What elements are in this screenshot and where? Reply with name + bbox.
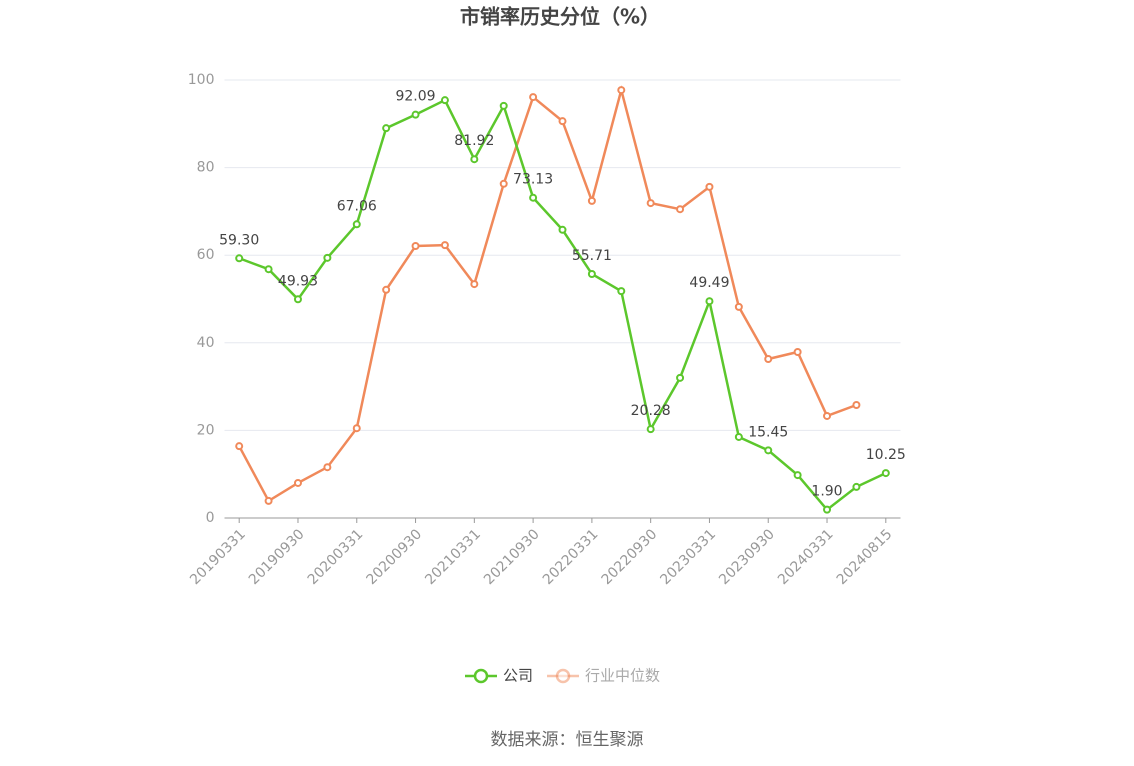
point xyxy=(617,86,626,95)
point xyxy=(705,297,714,306)
point xyxy=(587,196,596,205)
x-tick-label: 20200331 xyxy=(305,526,367,588)
point xyxy=(235,254,244,263)
point xyxy=(676,205,685,214)
x-tick-label: 20230331 xyxy=(657,526,719,588)
data-label: 10.25 xyxy=(866,447,906,463)
legend-label: 行业中位数 xyxy=(585,667,660,685)
data-label: 49.49 xyxy=(689,275,729,291)
point xyxy=(352,424,361,433)
y-tick-label: 80 xyxy=(197,160,215,176)
point xyxy=(646,199,655,208)
x-tick-label: 20200930 xyxy=(363,526,425,588)
point xyxy=(323,253,332,262)
point xyxy=(382,285,391,294)
point xyxy=(793,471,802,480)
x-tick-label: 20210930 xyxy=(481,526,543,588)
point xyxy=(705,182,714,191)
x-tick-label: 20230930 xyxy=(716,526,778,588)
point xyxy=(411,242,420,251)
point xyxy=(293,295,302,304)
data-label: 73.13 xyxy=(513,172,553,188)
legend-marker xyxy=(473,668,489,684)
point xyxy=(881,469,890,478)
point xyxy=(470,280,479,289)
point xyxy=(293,478,302,487)
y-tick-label: 20 xyxy=(197,422,215,438)
data-label: 67.06 xyxy=(337,198,377,214)
point xyxy=(793,347,802,356)
data-label: 15.45 xyxy=(748,424,788,440)
x-tick-label: 20190930 xyxy=(246,526,308,588)
legend-label: 公司 xyxy=(503,667,533,685)
x-tick-label: 20220930 xyxy=(599,526,661,588)
data-label: 92.09 xyxy=(395,89,435,105)
x-tick-label: 20240815 xyxy=(834,526,896,588)
legend-marker xyxy=(555,668,571,684)
x-tick-label: 20210331 xyxy=(422,526,484,588)
point xyxy=(646,425,655,434)
point xyxy=(235,442,244,451)
point xyxy=(676,373,685,382)
point xyxy=(264,496,273,505)
point xyxy=(558,117,567,126)
x-tick-label: 20220331 xyxy=(540,526,602,588)
y-tick-label: 60 xyxy=(197,247,215,263)
point xyxy=(852,400,861,409)
chart-title: 市销率历史分位（%） xyxy=(460,5,660,29)
point xyxy=(764,355,773,364)
series-line xyxy=(238,98,887,512)
point xyxy=(411,110,420,119)
point xyxy=(499,179,508,188)
data-label: 1.90 xyxy=(811,484,842,500)
x-tick-label: 20240331 xyxy=(775,526,837,588)
point xyxy=(823,411,832,420)
point xyxy=(352,220,361,229)
point xyxy=(558,225,567,234)
point xyxy=(852,482,861,491)
data-label: 20.28 xyxy=(631,403,671,419)
point xyxy=(440,241,449,250)
y-tick-label: 0 xyxy=(206,510,215,526)
y-tick-label: 40 xyxy=(197,335,215,351)
point xyxy=(499,101,508,110)
point xyxy=(264,265,273,274)
point xyxy=(323,463,332,472)
point xyxy=(764,446,773,455)
point xyxy=(529,93,538,102)
data-label: 49.93 xyxy=(278,273,318,289)
point xyxy=(470,155,479,164)
data-label: 55.71 xyxy=(572,248,612,264)
point xyxy=(440,96,449,105)
x-tick-label: 20190331 xyxy=(187,526,249,588)
point xyxy=(587,269,596,278)
y-tick-label: 100 xyxy=(188,72,215,88)
data-label: 81.92 xyxy=(454,133,494,149)
data-label: 59.30 xyxy=(219,232,259,248)
point xyxy=(734,302,743,311)
series-line xyxy=(238,85,857,503)
point xyxy=(823,505,832,514)
point xyxy=(382,124,391,133)
point xyxy=(617,287,626,296)
point xyxy=(734,432,743,441)
point xyxy=(529,193,538,202)
source: 数据来源：恒生聚源 xyxy=(491,730,644,750)
